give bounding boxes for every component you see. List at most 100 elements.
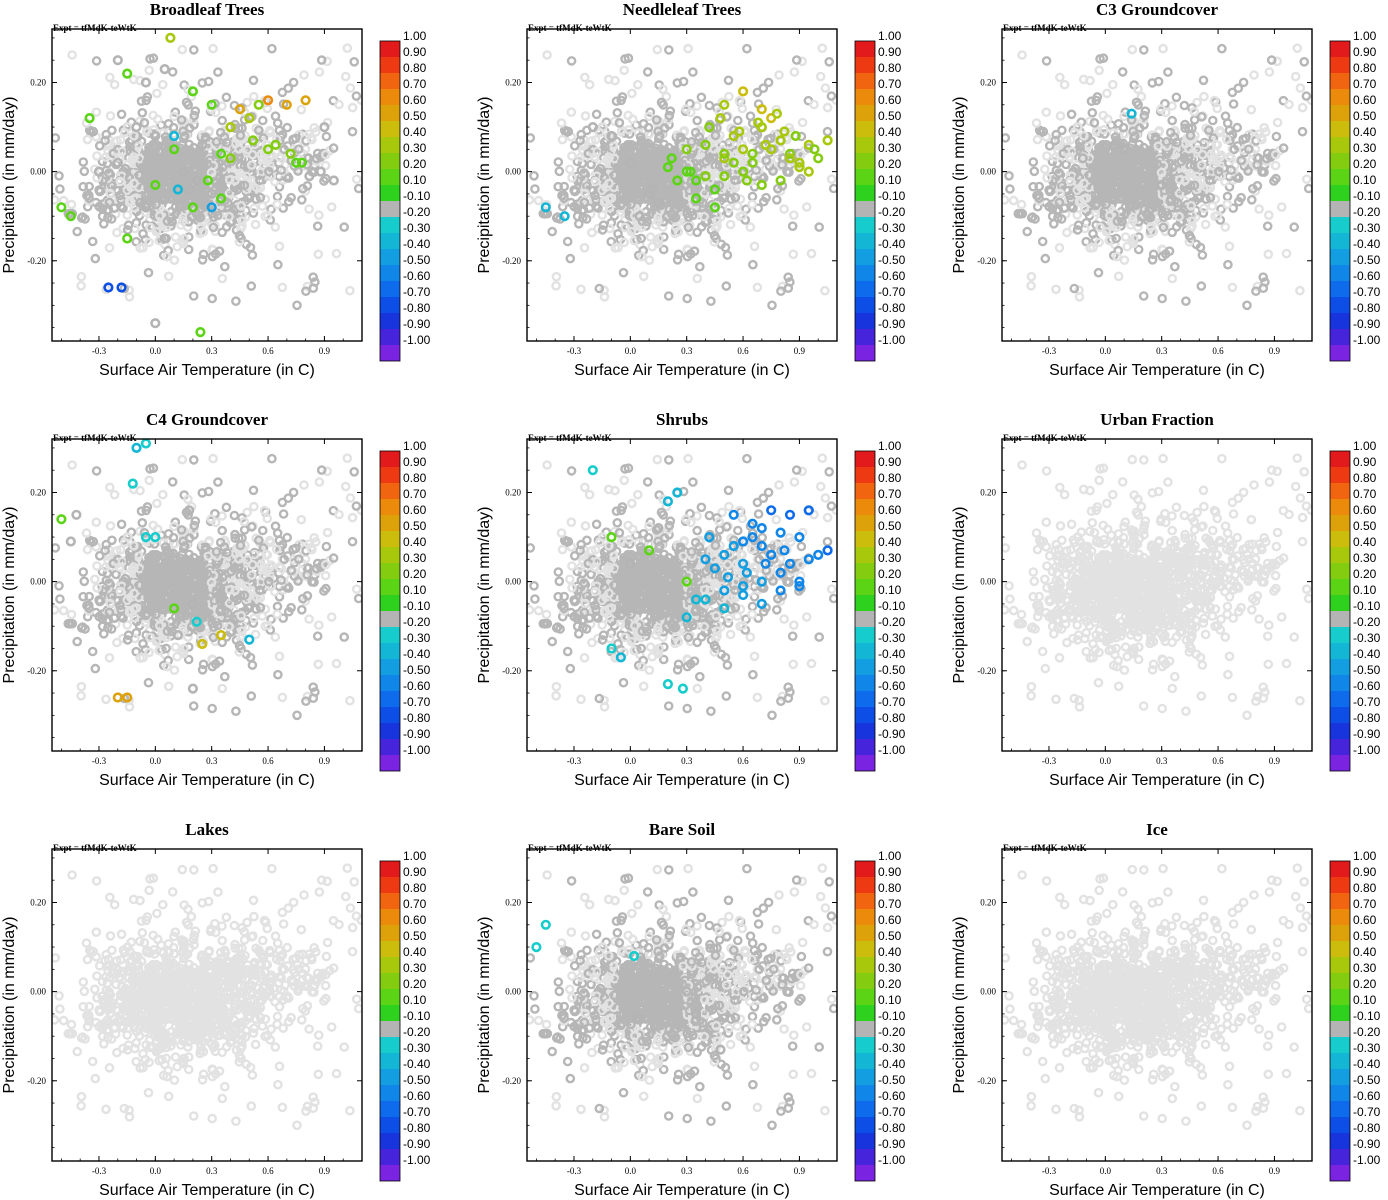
data-point-gray [635, 132, 646, 142]
data-point-gray [1161, 136, 1172, 147]
data-point-gray [274, 592, 285, 602]
data-point-gray [1165, 127, 1176, 138]
data-point [634, 211, 645, 222]
data-point-gray [754, 144, 765, 155]
data-point-gray [761, 155, 772, 166]
data-point [715, 112, 726, 124]
data-point-gray [1185, 168, 1195, 179]
data-point [244, 112, 255, 124]
data-point-gray [76, 271, 87, 282]
data-point-gray [579, 242, 590, 253]
data-point-gray [682, 190, 693, 200]
data-point-gray [345, 285, 355, 296]
data-point-gray [1026, 280, 1036, 291]
colorbar-swatch [855, 121, 875, 137]
data-point-gray [1133, 244, 1144, 255]
data-point [191, 175, 202, 186]
data-point-gray [202, 159, 213, 169]
data-point-gray [102, 206, 112, 216]
data-point-gray [720, 242, 731, 253]
data-point-gray [105, 72, 115, 83]
data-point [122, 233, 133, 244]
colorbar-label: -0.20 [1353, 205, 1381, 219]
data-point-gray [828, 183, 837, 194]
data-point-gray [106, 214, 117, 224]
data-point [159, 63, 170, 75]
data-point-gray [723, 75, 734, 86]
data-point-gray [320, 149, 331, 160]
data-point [587, 121, 598, 133]
data-point-gray [1108, 174, 1118, 184]
data-point-gray [1199, 91, 1209, 102]
data-point-gray [230, 175, 240, 186]
data-point-gray [1017, 50, 1027, 60]
data-point-gray [162, 216, 173, 226]
data-point-gray [730, 175, 740, 185]
data-point-gray [301, 286, 311, 297]
data-point-gray [787, 221, 798, 231]
data-point-gray [783, 283, 794, 294]
data-point [103, 282, 114, 293]
data-point-gray [1126, 195, 1136, 205]
data-point-gray [1180, 119, 1190, 130]
plot-area [52, 32, 362, 338]
data-point-gray [183, 654, 194, 665]
data-point-gray [717, 140, 728, 150]
data-point [784, 153, 796, 164]
data-point-gray [1054, 168, 1064, 178]
data-point-gray [183, 632, 193, 642]
data-point-gray [748, 259, 758, 270]
data-point-gray [66, 609, 77, 620]
data-point-gray [212, 141, 222, 151]
data-point [813, 153, 824, 164]
data-point-gray [144, 237, 154, 248]
data-point-gray [1276, 202, 1287, 212]
data-point [112, 55, 123, 66]
colorbar-label: -0.50 [403, 253, 431, 267]
y-tick-label: 0.20 [30, 77, 46, 87]
data-point-gray [653, 212, 664, 223]
data-point-gray [52, 195, 60, 205]
data-point-gray [1248, 183, 1258, 194]
data-point-gray [78, 181, 88, 192]
data-point-gray [566, 107, 577, 117]
colorbar-swatch [1330, 153, 1350, 169]
data-point-gray [1040, 164, 1050, 175]
data-point [281, 99, 292, 110]
colorbar-swatch [1330, 249, 1350, 265]
data-point-gray [183, 244, 194, 255]
data-point-gray [678, 76, 689, 87]
data-point-gray [719, 193, 730, 203]
data-point-gray [620, 222, 630, 233]
x-tick-label: 0.0 [150, 346, 162, 356]
colorbar-swatch [380, 281, 400, 297]
data-point-gray [610, 116, 620, 127]
data-point [285, 148, 296, 159]
data-point-gray [623, 53, 634, 64]
data-point-gray [1059, 79, 1070, 90]
data-point-gray [283, 173, 294, 183]
data-point-gray [123, 630, 134, 641]
x-axis-label: Surface Air Temperature (in C) [574, 362, 790, 379]
data-point-gray [76, 213, 87, 223]
data-point-gray [1264, 67, 1275, 77]
colorbar-swatch [380, 153, 400, 169]
data-point-gray [1205, 192, 1216, 203]
data-point-gray [1074, 196, 1085, 206]
data-point-gray [1224, 241, 1235, 252]
data-point-gray [654, 233, 664, 244]
data-point-gray [1133, 222, 1143, 232]
data-point-gray [824, 57, 835, 67]
data-point-gray [151, 636, 162, 647]
colorbar-label: 0.40 [403, 125, 427, 139]
data-point-gray [217, 162, 228, 172]
data-point-gray [699, 188, 710, 198]
data-point-gray [129, 178, 139, 189]
data-point-gray [1029, 166, 1040, 177]
data-point-gray [723, 208, 734, 218]
data-point-gray [296, 104, 307, 115]
data-point-gray [1157, 293, 1167, 304]
data-point-gray [1223, 259, 1233, 270]
